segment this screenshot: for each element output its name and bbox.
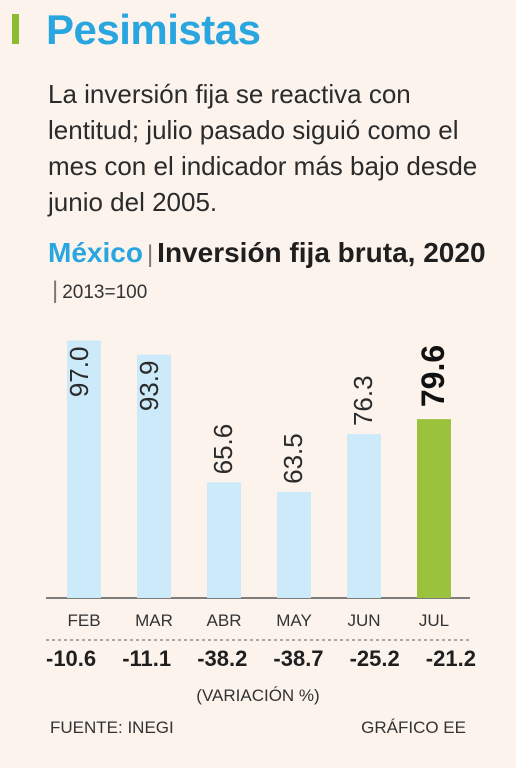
category-label-feb: FEB (67, 611, 100, 630)
chart-title-base: 2013=100 (62, 282, 148, 303)
category-label-jul: JUL (419, 611, 449, 630)
variation-label: (VARIACIÓN %) (196, 686, 320, 705)
category-label-may: MAY (276, 611, 312, 630)
variation-feb: -10.6 (46, 646, 97, 671)
value-label-may: 63.5 (278, 433, 308, 484)
bar-mar (137, 354, 171, 598)
variation-jul: -21.2 (425, 646, 476, 671)
bar-feb (67, 340, 101, 598)
variation-abr: -38.2 (197, 646, 248, 671)
chart-title-country: México (48, 237, 143, 268)
subtitle: La inversión fija se reactiva con lentit… (48, 79, 478, 217)
variation-row: -10.6 -11.1 -38.2 -38.7 -25.2 -21.2 (46, 646, 476, 672)
accent-bar (12, 14, 19, 44)
category-label-mar: MAR (135, 611, 173, 630)
title-separator: | (146, 241, 154, 268)
variation-mar: -11.1 (122, 646, 172, 671)
headline: Pesimistas (46, 6, 261, 53)
bar-may (277, 491, 311, 598)
value-label-feb: 97.0 (64, 347, 94, 398)
bar-jun (347, 434, 381, 598)
value-label-jun: 76.3 (348, 375, 378, 426)
credit-note: GRÁFICO EE (361, 718, 466, 737)
variation-may: -38.7 (273, 646, 324, 671)
value-label-abr: 65.6 (208, 424, 238, 475)
chart-title-text: Inversión fija bruta, 2020 (157, 237, 486, 268)
value-label-mar: 93.9 (134, 361, 164, 412)
value-label-jul: 79.6 (415, 345, 451, 407)
category-label-abr: ABR (207, 611, 242, 630)
base-separator: | (52, 277, 59, 304)
bar-abr (207, 482, 241, 598)
bar-jul (417, 419, 451, 598)
category-label-jun: JUN (347, 611, 380, 630)
chart-title: México | Inversión fija bruta, 2020 | 2013=… (48, 236, 508, 310)
variation-jun: -25.2 (349, 646, 400, 671)
source-note: FUENTE: INEGI (50, 718, 174, 737)
